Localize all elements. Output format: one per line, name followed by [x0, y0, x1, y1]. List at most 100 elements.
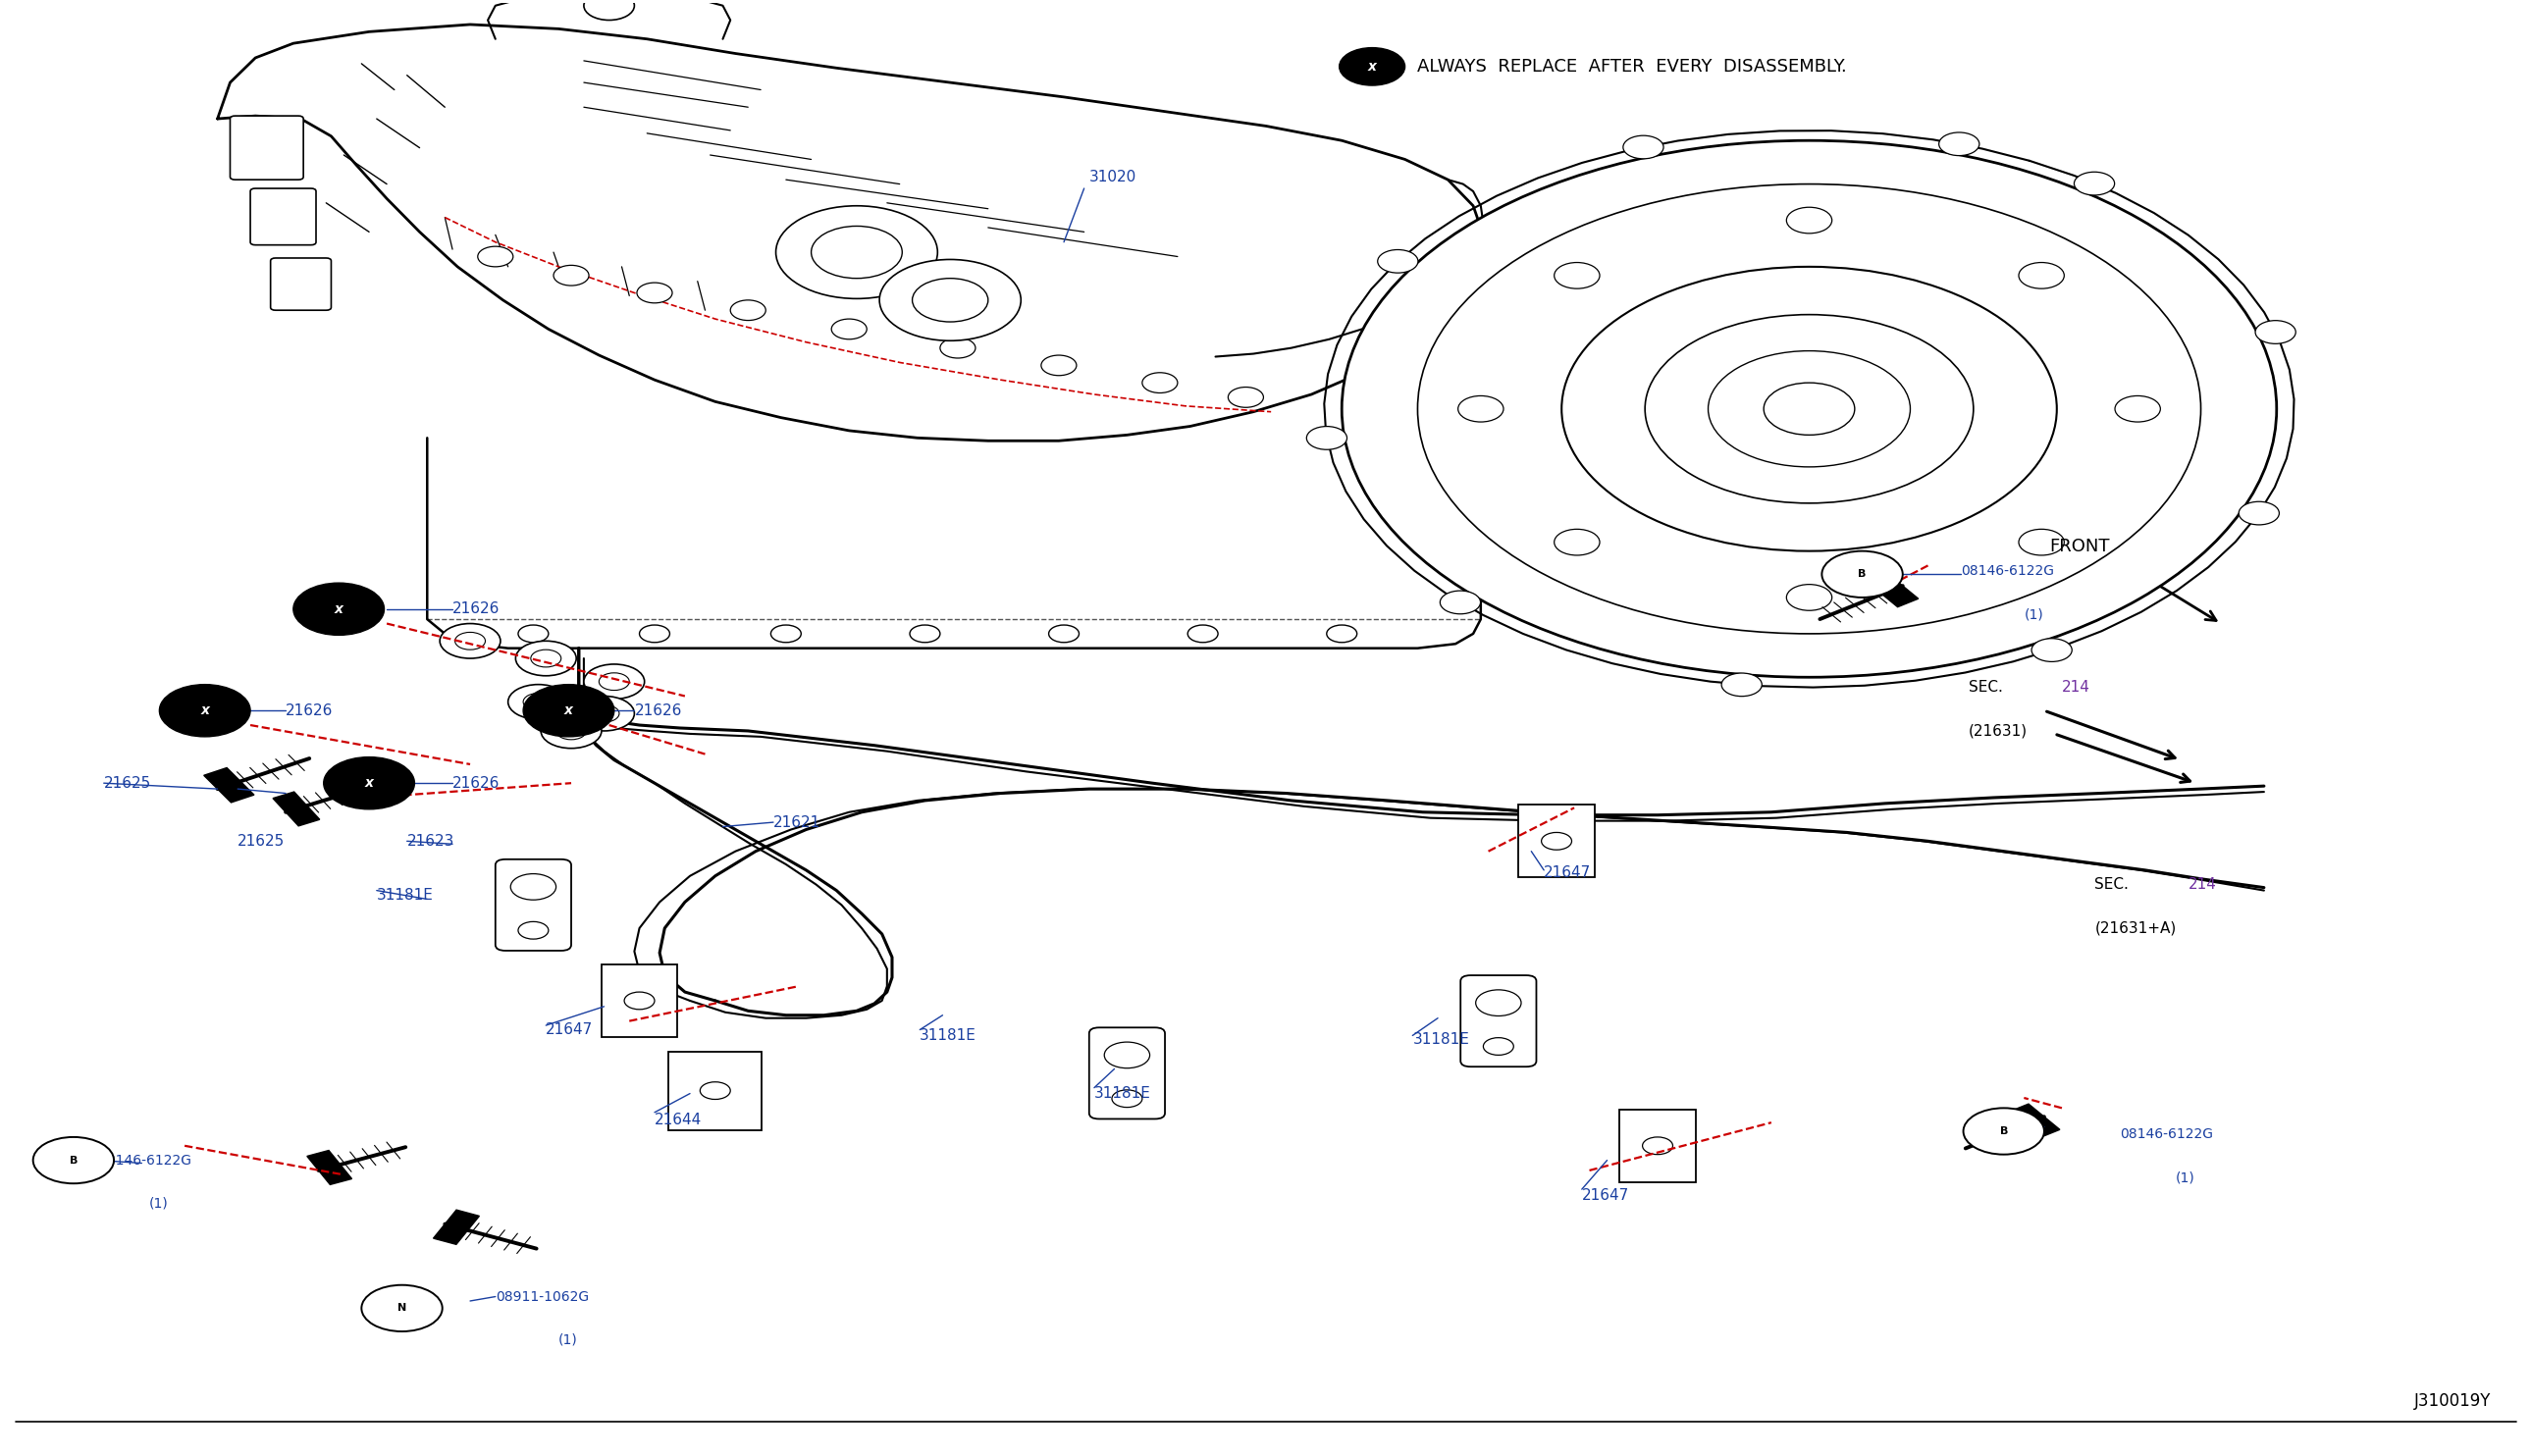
Text: N: N	[398, 1303, 408, 1313]
Circle shape	[775, 205, 937, 298]
Text: 21625: 21625	[104, 776, 152, 791]
Text: (1): (1)	[2175, 1171, 2195, 1185]
Circle shape	[1940, 132, 1980, 156]
Text: B: B	[2000, 1127, 2008, 1136]
Polygon shape	[433, 1210, 479, 1245]
Circle shape	[524, 684, 615, 737]
Circle shape	[1562, 266, 2056, 550]
Circle shape	[1228, 387, 1263, 408]
Circle shape	[1441, 591, 1481, 614]
Circle shape	[2018, 529, 2064, 555]
Circle shape	[324, 757, 415, 810]
Text: x: x	[565, 703, 572, 718]
Text: 21647: 21647	[1545, 866, 1590, 881]
Circle shape	[479, 246, 514, 266]
Text: (1): (1)	[560, 1334, 577, 1347]
Circle shape	[2031, 639, 2071, 661]
Text: 08911-1062G: 08911-1062G	[496, 1290, 590, 1303]
FancyBboxPatch shape	[251, 188, 316, 245]
Text: B: B	[1858, 569, 1866, 579]
Circle shape	[585, 0, 636, 20]
Circle shape	[1142, 373, 1177, 393]
Circle shape	[456, 632, 486, 649]
Circle shape	[1418, 183, 2200, 633]
Text: (1): (1)	[149, 1197, 170, 1210]
Circle shape	[160, 684, 251, 737]
Text: 21626: 21626	[286, 703, 334, 718]
Text: FRONT: FRONT	[2048, 537, 2109, 556]
Circle shape	[1555, 529, 1600, 555]
Circle shape	[575, 696, 636, 731]
Circle shape	[1823, 550, 1902, 597]
Text: 21626: 21626	[636, 703, 681, 718]
Circle shape	[1476, 990, 1522, 1016]
FancyBboxPatch shape	[230, 116, 304, 179]
Circle shape	[509, 684, 570, 719]
Text: 21621: 21621	[772, 815, 820, 830]
Circle shape	[638, 282, 674, 303]
Circle shape	[1788, 207, 1833, 233]
Text: x: x	[200, 703, 210, 718]
Text: x: x	[365, 776, 375, 791]
Circle shape	[1788, 584, 1833, 610]
Circle shape	[532, 649, 562, 667]
Circle shape	[362, 1286, 443, 1331]
Circle shape	[1643, 1137, 1674, 1155]
Circle shape	[524, 693, 555, 711]
Circle shape	[1709, 351, 1909, 467]
FancyBboxPatch shape	[1089, 1028, 1165, 1118]
Circle shape	[585, 664, 646, 699]
Text: (21631): (21631)	[1967, 724, 2028, 738]
Text: B: B	[68, 1156, 78, 1165]
Circle shape	[590, 705, 620, 722]
Text: 31181E: 31181E	[1413, 1032, 1469, 1047]
Text: ALWAYS  REPLACE  AFTER  EVERY  DISASSEMBLY.: ALWAYS REPLACE AFTER EVERY DISASSEMBLY.	[1418, 58, 1848, 76]
Circle shape	[1307, 427, 1347, 450]
Circle shape	[519, 922, 549, 939]
Circle shape	[1377, 249, 1418, 272]
Circle shape	[441, 623, 501, 658]
Circle shape	[939, 338, 975, 358]
Text: J310019Y: J310019Y	[2416, 1392, 2491, 1409]
FancyBboxPatch shape	[1461, 976, 1537, 1067]
Circle shape	[294, 582, 385, 635]
Circle shape	[1339, 48, 1405, 86]
Circle shape	[2074, 172, 2114, 195]
Text: 31020: 31020	[1089, 169, 1137, 183]
Polygon shape	[2008, 1104, 2061, 1137]
Text: 21623: 21623	[408, 834, 453, 849]
Text: 21644: 21644	[656, 1112, 701, 1127]
Circle shape	[542, 713, 603, 748]
Circle shape	[912, 278, 987, 322]
Circle shape	[1623, 135, 1664, 159]
Text: 31181E: 31181E	[377, 888, 433, 903]
Text: 31181E: 31181E	[919, 1028, 977, 1042]
Circle shape	[1041, 355, 1076, 376]
Circle shape	[1542, 833, 1572, 850]
Polygon shape	[273, 792, 319, 826]
Circle shape	[830, 319, 866, 339]
Circle shape	[1342, 141, 2276, 677]
Text: 21626: 21626	[453, 601, 499, 616]
FancyBboxPatch shape	[496, 859, 572, 951]
Text: SEC.: SEC.	[2094, 878, 2129, 893]
Polygon shape	[306, 1150, 352, 1185]
Text: 21625: 21625	[238, 834, 286, 849]
Text: (1): (1)	[2023, 609, 2043, 622]
Polygon shape	[205, 767, 253, 802]
Circle shape	[557, 722, 587, 740]
Circle shape	[555, 265, 590, 285]
FancyBboxPatch shape	[1519, 805, 1595, 878]
Text: 214: 214	[2188, 878, 2216, 893]
Circle shape	[33, 1137, 114, 1184]
Circle shape	[511, 874, 557, 900]
Circle shape	[1458, 396, 1504, 422]
Circle shape	[1962, 1108, 2043, 1155]
Text: 21626: 21626	[453, 776, 499, 791]
Circle shape	[625, 992, 656, 1009]
Text: 08146-6122G: 08146-6122G	[99, 1153, 192, 1168]
FancyBboxPatch shape	[603, 964, 679, 1037]
FancyBboxPatch shape	[1620, 1109, 1696, 1182]
Circle shape	[1484, 1038, 1514, 1056]
Circle shape	[600, 673, 630, 690]
